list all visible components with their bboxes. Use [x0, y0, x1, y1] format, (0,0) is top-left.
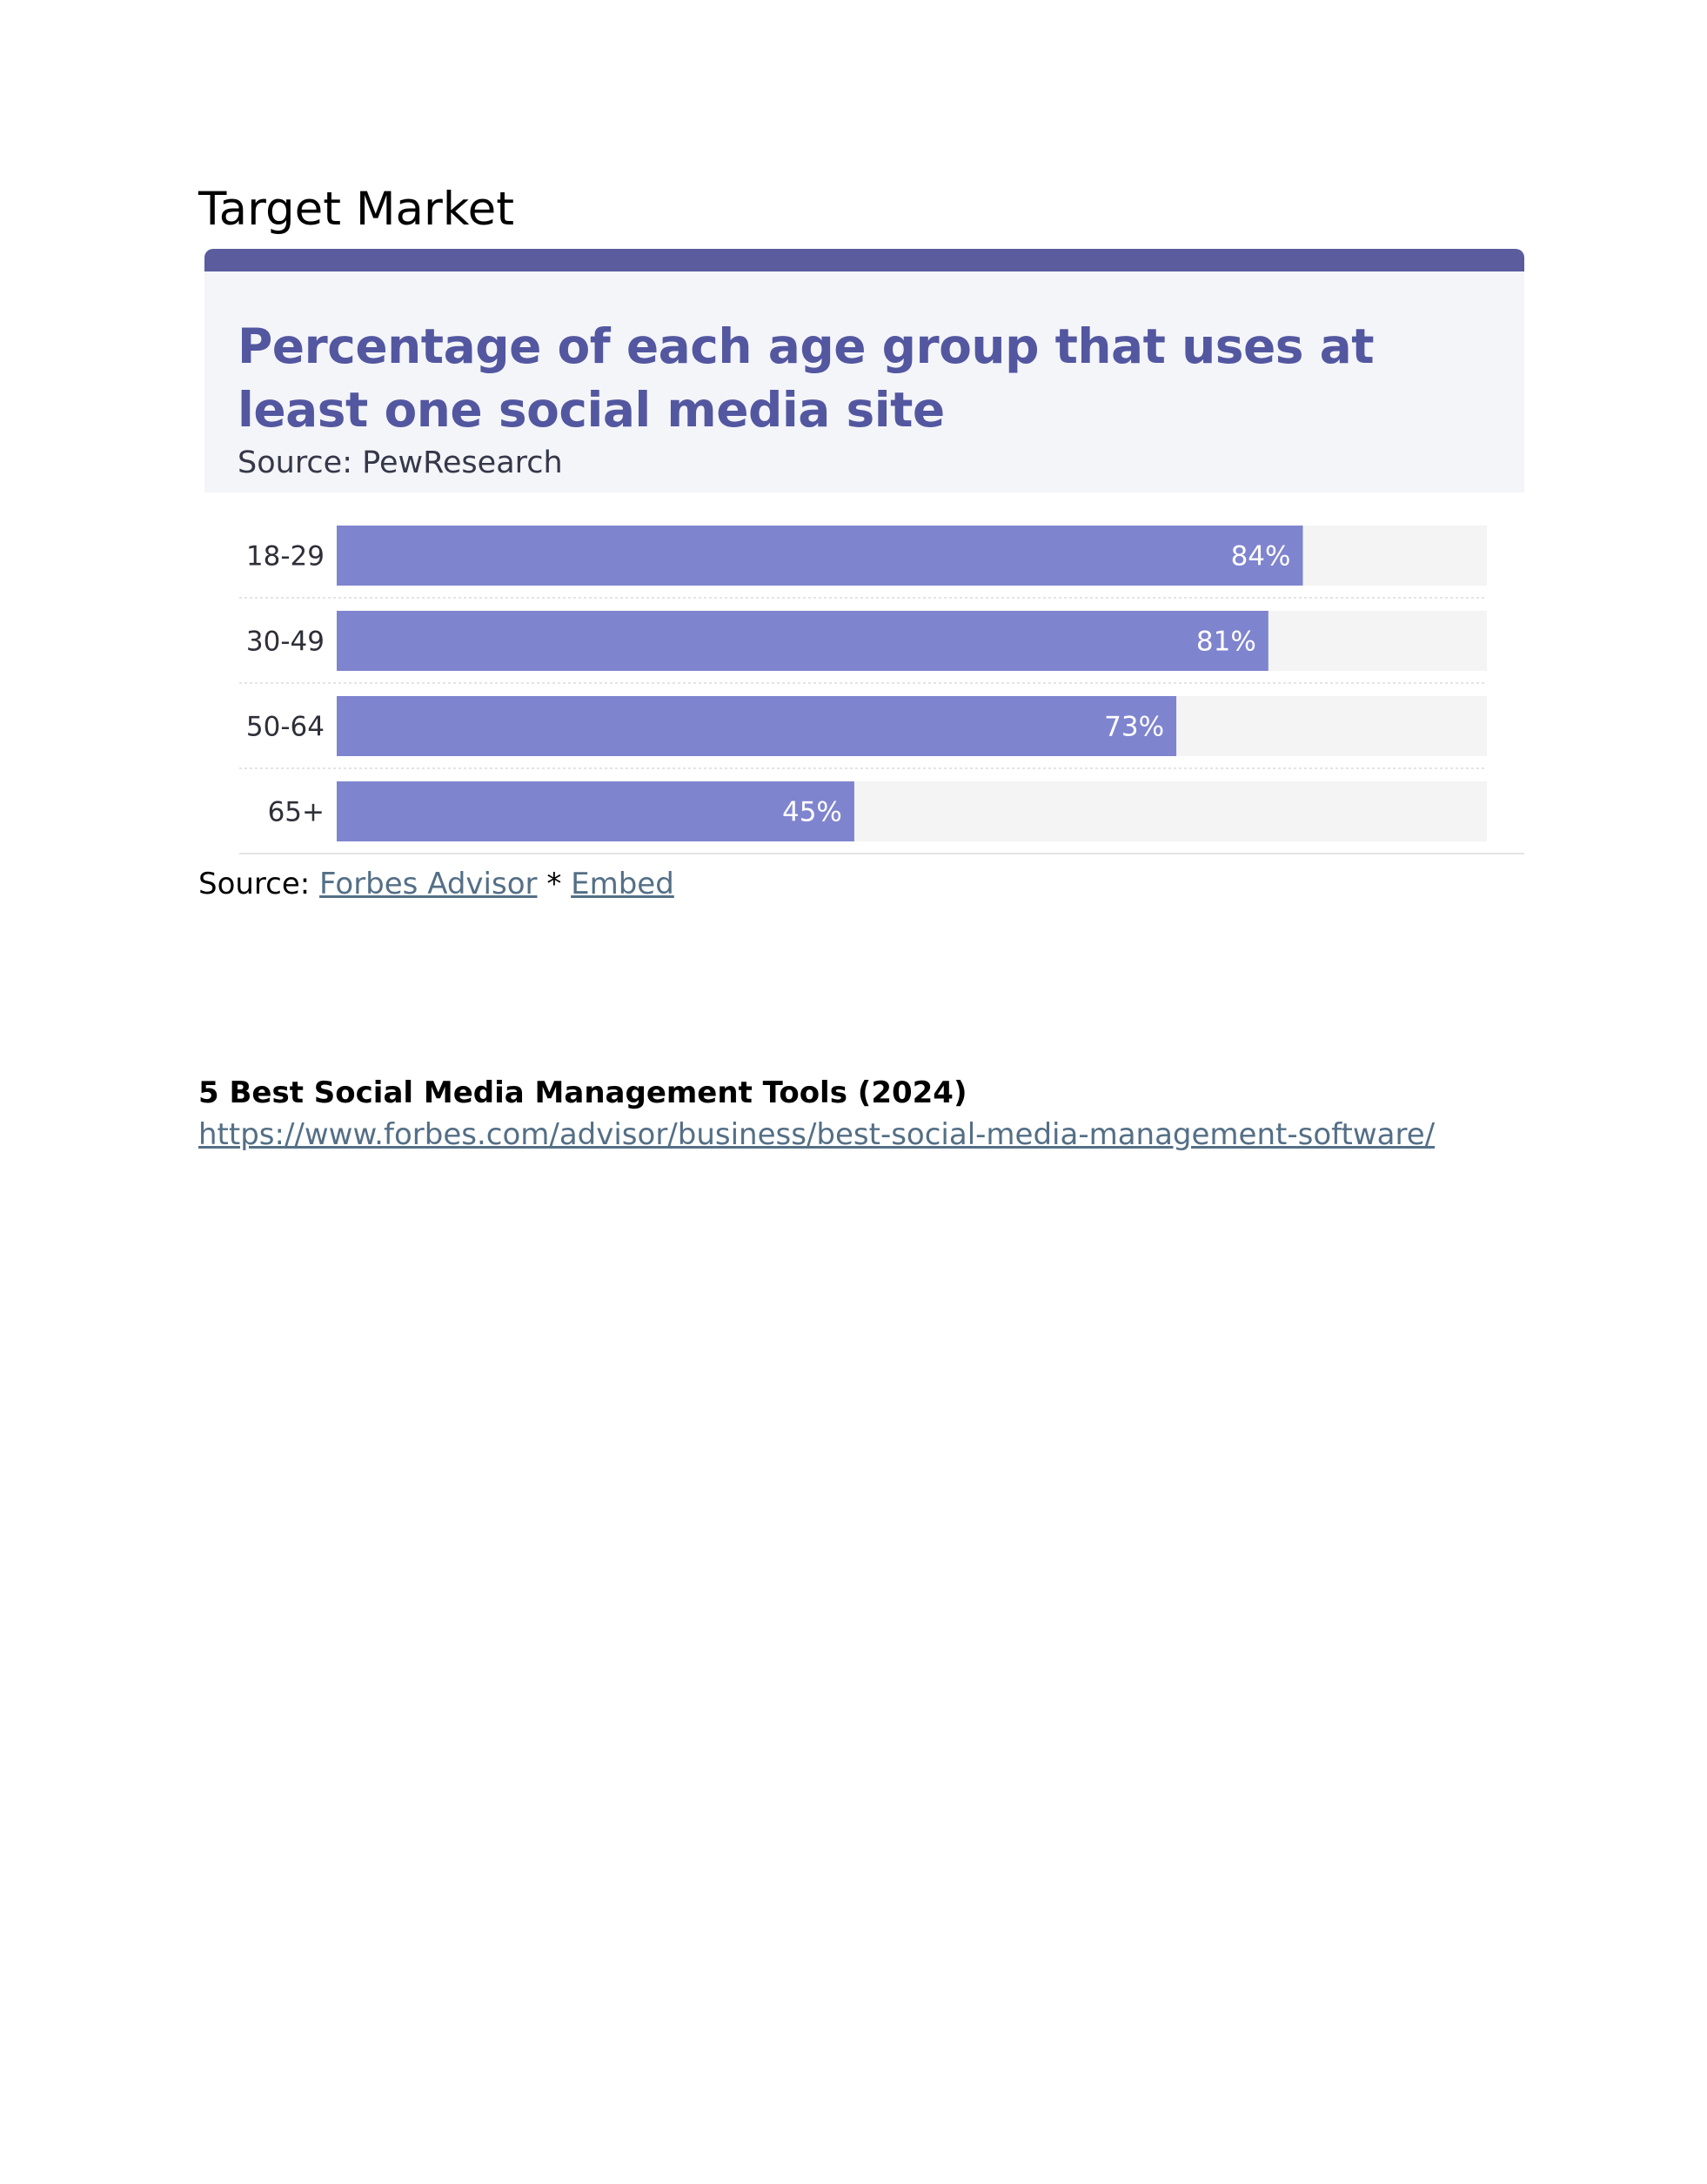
category-label: 65+: [268, 797, 325, 828]
section-heading: Target Market: [198, 183, 515, 236]
chart-card: Percentage of each age group that uses a…: [204, 249, 1524, 868]
category-label: 50-64: [246, 712, 325, 743]
bar-65+: [337, 781, 854, 841]
source-prefix: Source:: [198, 867, 311, 901]
chart-title: Percentage of each age group that uses a…: [238, 318, 1375, 438]
bar-value-label: 81%: [1196, 626, 1256, 658]
bar-50-64: [337, 696, 1177, 756]
bar-value-label: 45%: [782, 797, 842, 828]
bar-18-29: [337, 526, 1303, 586]
chart-subtitle: Source: PewResearch: [238, 446, 563, 480]
bar-30-49: [337, 611, 1269, 671]
chart-header: Percentage of each age group that uses a…: [204, 271, 1524, 492]
source-separator: *: [546, 867, 562, 901]
category-label: 18-29: [246, 541, 325, 573]
bar-value-label: 84%: [1231, 541, 1291, 573]
article-url-link[interactable]: https://www.forbes.com/advisor/business/…: [198, 1117, 1436, 1152]
bar-chart: 18-29 84% 30-49 81% 50-64 73% 65+ 45%: [239, 526, 1524, 854]
article-title: 5 Best Social Media Management Tools (20…: [198, 1075, 967, 1110]
category-label: 30-49: [246, 626, 325, 658]
source-line: Source: Forbes Advisor * Embed: [198, 867, 674, 901]
bar-value-label: 73%: [1104, 712, 1164, 743]
chart-top-bar: [204, 249, 1524, 271]
embed-link[interactable]: Embed: [571, 867, 674, 901]
forbes-advisor-link[interactable]: Forbes Advisor: [319, 867, 538, 901]
